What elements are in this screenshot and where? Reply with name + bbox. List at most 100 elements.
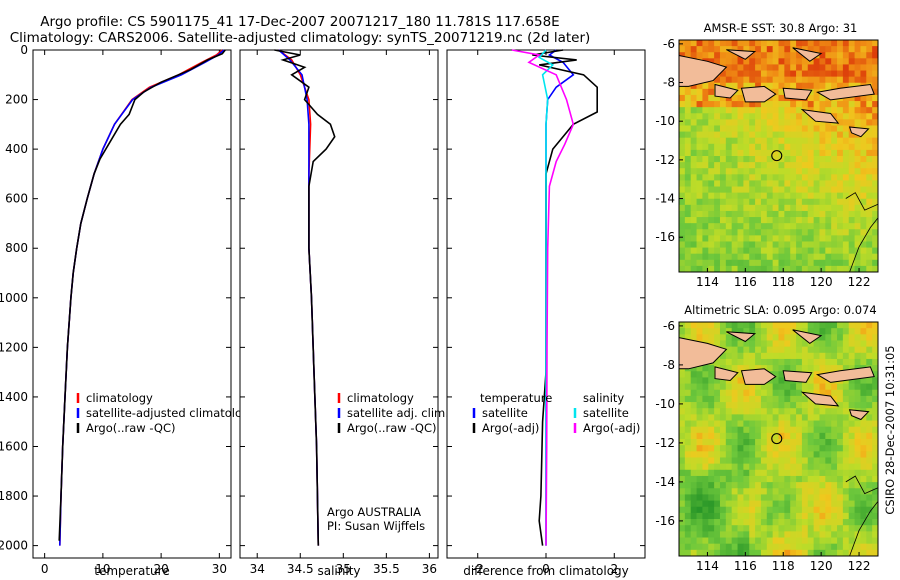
sla-map-cell (772, 531, 779, 538)
sst-map-cell (872, 64, 879, 71)
sst-map-cell (866, 52, 873, 59)
sst-map-cell (684, 162, 692, 169)
sla-map-cell (872, 500, 879, 508)
sst-map-cell (684, 131, 692, 139)
sst-map-cell (790, 162, 797, 169)
sst-map-cell (831, 186, 838, 194)
sla-map-cell (842, 352, 850, 360)
sla-map-cell (872, 371, 879, 378)
sst-map-cell (796, 235, 803, 242)
sst-map-cell (854, 101, 861, 108)
sst-map-cell (807, 82, 815, 90)
sla-map-cell (825, 500, 832, 508)
sla-map-cell (796, 482, 803, 489)
sst-map-cell (743, 217, 750, 224)
sst-map-cell (725, 101, 733, 108)
sla-map-cell (837, 445, 844, 452)
sla-map-cell (801, 328, 809, 335)
sla-map-cell (731, 414, 738, 421)
sla-map-cell (690, 457, 697, 465)
sla-map-cell (790, 328, 797, 335)
sla-map-cell (790, 463, 797, 471)
sst-map-cell (737, 259, 744, 267)
sla-map-cell (749, 488, 756, 495)
sst-map-cell (708, 168, 715, 175)
sst-map-cell (784, 235, 791, 242)
sla-map-cell (842, 432, 850, 440)
sla-map-cell (737, 537, 744, 545)
sst-map-cell (860, 186, 867, 194)
sst-map-cell (714, 223, 721, 230)
sst-map-cell (719, 94, 727, 102)
sla-map-cell (684, 537, 692, 545)
sla-map-cell (866, 346, 873, 354)
sla-map-cell (872, 340, 879, 348)
sla-map-cell (755, 525, 762, 532)
sla-map-cell (819, 469, 826, 477)
sst-map-cell (854, 76, 861, 84)
sla-map-cell (807, 383, 815, 391)
sst-map-cell (731, 131, 738, 139)
sla-map-cell (737, 482, 744, 489)
sla-map-cell (749, 512, 756, 520)
sst-map-cell (772, 180, 779, 187)
sst-map-cell (766, 46, 774, 53)
sla-map-cell (696, 494, 703, 501)
sla-map-cell (766, 445, 774, 452)
sla-map-cell (737, 543, 744, 551)
sst-map-cell (731, 101, 738, 108)
sla-map-cell (778, 352, 785, 360)
sla-map-cell (866, 334, 873, 341)
sst-map-cell (813, 40, 820, 47)
sla-map-cell (772, 445, 779, 452)
sst-map-cell (743, 119, 750, 126)
sst-map-cell (755, 40, 762, 47)
sla-map-cell (766, 414, 774, 421)
sst-map-cell (872, 210, 879, 218)
sla-map-cell (866, 482, 873, 489)
sla-map-cell (737, 506, 744, 514)
sst-map-cell (755, 198, 762, 206)
sst-map-cell (860, 137, 867, 145)
sst-map-cell (702, 204, 709, 212)
sla-map-cell (690, 531, 697, 538)
sst-map-cell (690, 241, 697, 248)
sst-map-cell (766, 113, 774, 120)
sst-map-cell (760, 241, 768, 248)
sla-map-cell (831, 488, 838, 495)
sla-map-cell (766, 383, 774, 391)
sst-map-cell (749, 46, 756, 53)
sst-map-cell (854, 143, 861, 151)
sst-map-cell (690, 113, 697, 120)
sst-map-cell (801, 180, 809, 187)
sla-map-cell (737, 469, 744, 477)
sst-map-cell (743, 58, 750, 65)
sla-map-cell (842, 365, 850, 372)
sla-map-cell (696, 408, 703, 415)
sla-map-cell (848, 445, 855, 452)
difference-legend-title-salinity: salinity (583, 391, 624, 405)
sla-map-cell (872, 402, 879, 409)
sla-map-cell (719, 482, 727, 489)
sla-map-cell (684, 457, 692, 465)
sla-map-cell (737, 352, 744, 360)
sst-map-landmass (848, 126, 870, 138)
sst-map-cell (801, 192, 809, 200)
sla-map-cell (731, 500, 738, 508)
sst-map-cell (731, 52, 738, 59)
sst-map-cell (831, 229, 838, 236)
sla-map-cell (749, 463, 756, 471)
sla-map-cell (737, 340, 744, 348)
sst-map-cell (702, 210, 709, 218)
sst-map-cell (837, 46, 844, 53)
sst-map-cell (872, 180, 879, 187)
sla-map-cell (819, 377, 826, 384)
sla-map-cell (813, 414, 820, 421)
sst-map-cell (684, 259, 692, 267)
sst-map-cell (819, 229, 826, 236)
sst-map-cell (801, 168, 809, 175)
sla-map-cell (714, 463, 721, 471)
sla-map-cell (679, 531, 686, 538)
sla-map-cell (790, 426, 797, 434)
sst-map-cell (696, 101, 703, 108)
